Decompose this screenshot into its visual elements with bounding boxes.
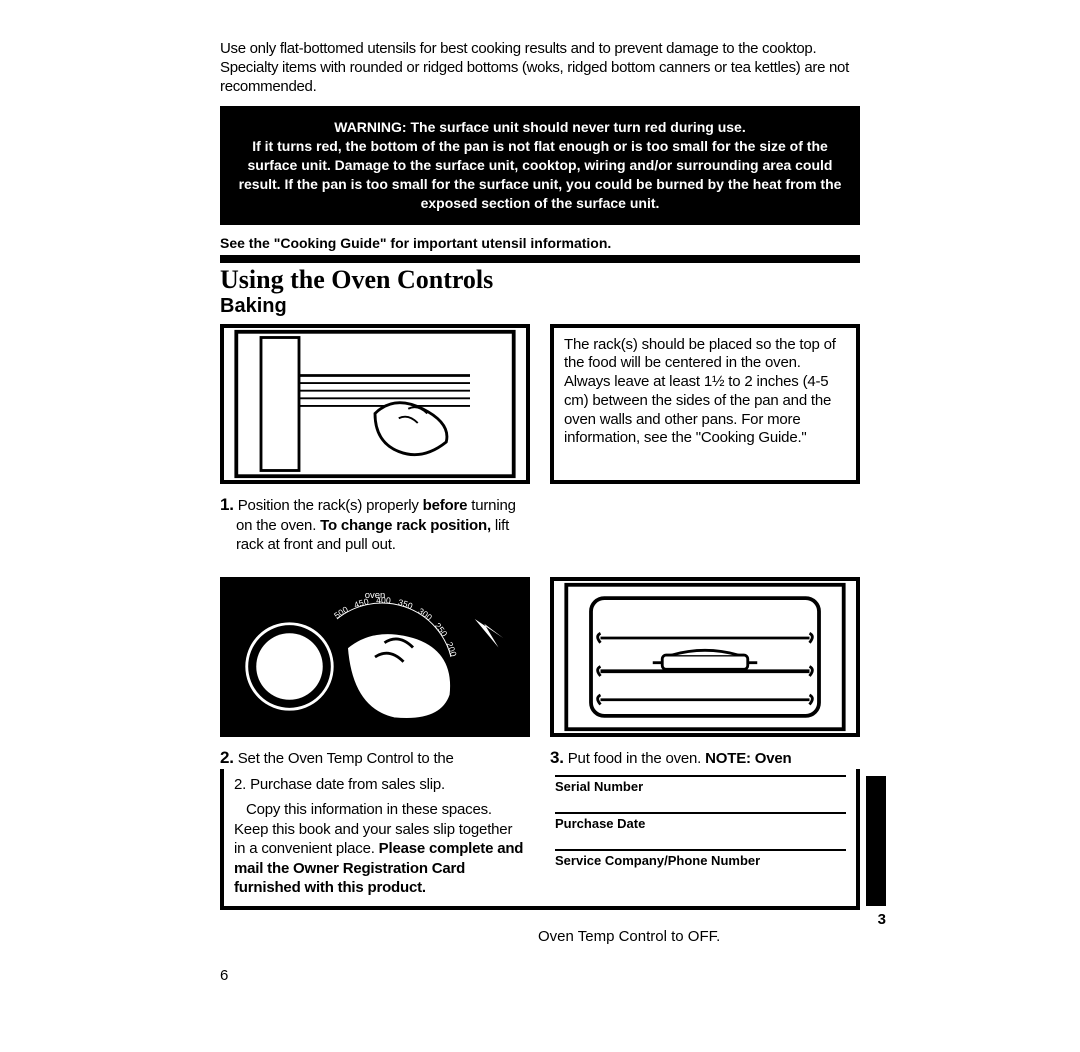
rack-placement-text: The rack(s) should be placed so the top … <box>550 324 860 484</box>
figure-oven-rack <box>220 324 530 484</box>
section-title: Using the Oven Controls <box>220 265 860 295</box>
section-divider <box>220 255 860 263</box>
step-2: 2. Set the Oven Temp Control to the <box>220 747 530 769</box>
cooking-guide-note: See the "Cooking Guide" for important ut… <box>220 235 860 251</box>
page-number-3: 3 <box>878 911 886 928</box>
intro-text: Use only flat-bottomed utensils for best… <box>220 40 860 96</box>
figure-oven-dial: oven 500 450 400 350 300 250 200 <box>220 577 530 737</box>
warning-box: WARNING: The surface unit should never t… <box>220 106 860 224</box>
figure-pan-placement <box>550 577 860 737</box>
step-1: 1. Position the rack(s) properly before … <box>220 494 530 555</box>
step-3: 3. Put food in the oven. NOTE: Oven <box>550 747 860 769</box>
black-side-bar <box>866 776 886 906</box>
field-purchase-date[interactable]: Purchase Date <box>555 812 846 831</box>
warning-title: WARNING: The surface unit should never t… <box>334 119 746 135</box>
warning-body: If it turns red, the bottom of the pan i… <box>234 137 846 213</box>
page-number-6: 6 <box>220 967 860 984</box>
field-service-company[interactable]: Service Company/Phone Number <box>555 849 846 868</box>
sub-title-baking: Baking <box>220 295 860 318</box>
oven-off-text: Oven Temp Control to OFF. <box>538 928 860 945</box>
purchase-date-line: 2. Purchase date from sales slip. <box>234 775 525 795</box>
field-serial-number[interactable]: Serial Number <box>555 775 846 794</box>
copy-info-block: Copy this information in these spaces. K… <box>234 800 525 898</box>
